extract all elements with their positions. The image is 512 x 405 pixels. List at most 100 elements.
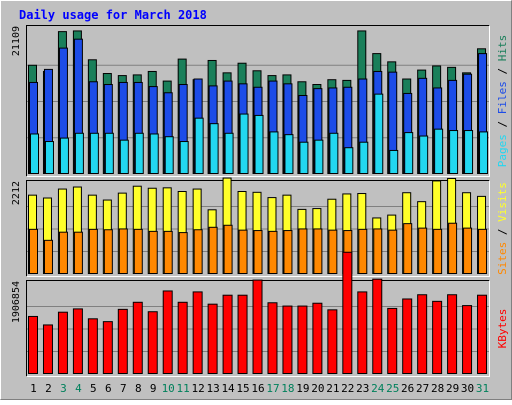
day-label: 20 bbox=[311, 382, 324, 395]
bar bbox=[389, 149, 399, 174]
bar bbox=[44, 141, 54, 174]
bar bbox=[239, 113, 249, 174]
bar bbox=[299, 141, 309, 175]
bar bbox=[419, 135, 429, 174]
day-label: 5 bbox=[90, 382, 97, 395]
day-label: 15 bbox=[236, 382, 249, 395]
panel-frame-light bbox=[26, 25, 490, 177]
bar bbox=[327, 309, 338, 375]
bar bbox=[477, 294, 488, 374]
day-label: 8 bbox=[135, 382, 142, 395]
day-label: 21 bbox=[326, 382, 339, 395]
panel-frame-dark bbox=[26, 180, 490, 277]
series-pages bbox=[30, 93, 489, 175]
legend-files: Files bbox=[496, 81, 509, 114]
bar bbox=[72, 308, 83, 375]
bar bbox=[58, 231, 68, 274]
bar bbox=[373, 228, 383, 274]
bar bbox=[297, 305, 308, 375]
legend-visits: Visits bbox=[496, 182, 509, 222]
bar bbox=[224, 132, 234, 175]
bar bbox=[148, 230, 158, 275]
day-label: 27 bbox=[416, 382, 429, 395]
bar bbox=[193, 229, 203, 275]
bar bbox=[42, 324, 53, 374]
bar bbox=[43, 239, 53, 274]
panel-kbytes: 1906854 KBytes bbox=[11, 251, 509, 377]
day-label: 23 bbox=[356, 382, 369, 395]
bar bbox=[209, 123, 219, 174]
day-label: 17 bbox=[266, 382, 279, 395]
bar bbox=[314, 139, 324, 175]
bar bbox=[447, 294, 458, 374]
bar bbox=[104, 132, 114, 175]
bar bbox=[238, 229, 248, 275]
bar bbox=[223, 224, 233, 275]
bar bbox=[149, 133, 159, 174]
legend-separator: / bbox=[496, 114, 509, 134]
bar bbox=[387, 307, 398, 374]
series-sites bbox=[29, 222, 488, 275]
series-kbytes bbox=[28, 251, 488, 375]
day-label: 1 bbox=[30, 382, 37, 395]
legend-hits: Hits bbox=[496, 35, 509, 62]
day-label: 13 bbox=[206, 382, 219, 395]
bar bbox=[117, 308, 128, 375]
bar bbox=[462, 305, 473, 375]
bar bbox=[478, 228, 488, 274]
bar bbox=[194, 117, 204, 175]
bar bbox=[163, 230, 173, 275]
bar bbox=[119, 139, 129, 175]
day-label: 12 bbox=[192, 382, 205, 395]
bar bbox=[178, 232, 188, 274]
day-label: 29 bbox=[446, 382, 459, 395]
bar bbox=[88, 228, 98, 274]
ymax-label: 2212 bbox=[11, 181, 22, 205]
day-label: 25 bbox=[386, 382, 399, 395]
legend-separator: / bbox=[496, 61, 509, 81]
bar bbox=[313, 228, 323, 274]
bar bbox=[164, 136, 174, 175]
bar bbox=[132, 301, 143, 374]
bar bbox=[87, 318, 98, 375]
bar bbox=[89, 132, 99, 175]
panel-hits-files-pages: 21109 Pages / Files / Hits bbox=[11, 25, 509, 177]
bar bbox=[417, 294, 428, 374]
day-label: 6 bbox=[105, 382, 112, 395]
bar bbox=[207, 303, 218, 374]
day-label: 16 bbox=[251, 382, 264, 395]
day-label: 11 bbox=[177, 382, 190, 395]
day-label: 31 bbox=[476, 382, 489, 395]
bar bbox=[433, 228, 443, 274]
bar bbox=[388, 229, 398, 275]
bar bbox=[358, 228, 368, 274]
bar bbox=[30, 133, 39, 174]
side-legend: KBytes bbox=[496, 309, 509, 349]
day-label: 4 bbox=[75, 382, 82, 395]
day-label: 14 bbox=[221, 382, 235, 395]
panels-layer: 21109 Pages / Files / Hits 2212 Sites / Vis… bbox=[11, 25, 509, 377]
legend-pages: Pages bbox=[496, 134, 509, 167]
bar bbox=[357, 291, 368, 375]
bar bbox=[254, 114, 264, 175]
bar bbox=[464, 130, 474, 174]
panel-frame-light bbox=[26, 280, 490, 377]
ymax-label: 1906854 bbox=[11, 281, 22, 323]
bar bbox=[269, 131, 279, 174]
ymax-label: 21109 bbox=[11, 26, 22, 56]
bar bbox=[374, 93, 384, 174]
panel-frame-dark bbox=[26, 25, 490, 177]
bar bbox=[252, 279, 263, 374]
bar bbox=[253, 230, 263, 274]
day-label: 18 bbox=[281, 382, 294, 395]
day-label: 19 bbox=[296, 382, 309, 395]
bar bbox=[222, 294, 233, 374]
bar bbox=[59, 137, 69, 175]
bar bbox=[73, 231, 83, 274]
day-label: 7 bbox=[120, 382, 127, 395]
bar bbox=[298, 228, 308, 274]
day-label: 3 bbox=[60, 382, 67, 395]
bar bbox=[434, 128, 444, 175]
day-label: 30 bbox=[461, 382, 474, 395]
